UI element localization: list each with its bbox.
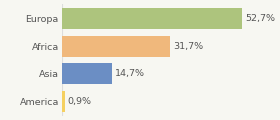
Text: 52,7%: 52,7% [245, 14, 275, 23]
Bar [62, 36, 171, 57]
Bar [62, 63, 112, 84]
Text: 31,7%: 31,7% [173, 42, 203, 51]
Bar [62, 90, 65, 112]
Bar [62, 8, 242, 30]
Text: 14,7%: 14,7% [115, 69, 145, 78]
Text: 0,9%: 0,9% [67, 97, 92, 106]
